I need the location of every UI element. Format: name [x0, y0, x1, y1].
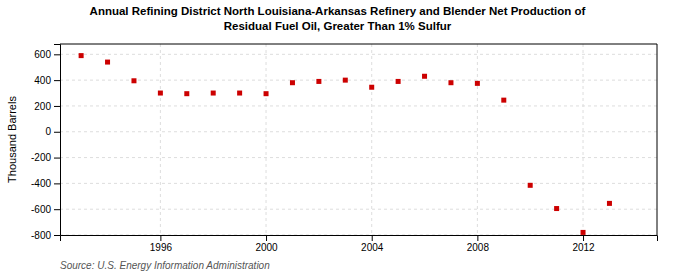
- tick-label: 2004: [361, 242, 384, 253]
- point: [316, 79, 321, 84]
- tick-label: 0: [45, 126, 51, 137]
- point: [211, 91, 216, 96]
- plot: 1996 2000 2004 2008 2012 -800 -600 -400 -200 0 200…: [31, 44, 658, 253]
- point: [475, 81, 480, 86]
- point: [396, 79, 401, 84]
- tick: 2004: [361, 235, 384, 253]
- grid-line: [583, 44, 584, 235]
- tick-mark: [54, 80, 60, 81]
- tick: 2008: [467, 235, 490, 253]
- tick: -200: [31, 152, 60, 163]
- axis-line: [61, 236, 658, 242]
- tick-label: 2008: [467, 242, 490, 253]
- point: [290, 80, 295, 85]
- point: [501, 98, 506, 103]
- subtitle: Residual Fuel Oil, Greater Than 1% Sulfu…: [224, 20, 452, 32]
- tick: 2012: [572, 235, 595, 253]
- grid-line: [160, 44, 161, 235]
- tick: 400: [34, 75, 60, 86]
- point: [581, 230, 586, 235]
- tick-mark: [54, 158, 60, 159]
- title: Annual Refining District North Louisiana…: [90, 5, 586, 17]
- point: [237, 91, 242, 96]
- grid-line: [60, 54, 657, 55]
- tick-mark: [583, 235, 584, 241]
- tick-mark: [54, 183, 60, 184]
- grid-line: [371, 44, 372, 235]
- grid-line: [60, 105, 657, 106]
- tick-mark: [54, 235, 60, 236]
- grid-line: [60, 183, 657, 184]
- tick-mark: [54, 54, 60, 55]
- tick-label: -800: [31, 230, 51, 241]
- tick: -800: [31, 230, 60, 241]
- grid: [60, 44, 657, 235]
- tick: 2000: [255, 235, 278, 253]
- y-axis: -800 -600 -400 -200 0 200 400 600: [31, 45, 61, 241]
- tick-label: 1996: [150, 242, 173, 253]
- tick-mark: [266, 235, 267, 241]
- tick-label: -600: [31, 204, 51, 215]
- chart: Annual Refining District North Louisiana…: [0, 0, 675, 275]
- grid-line: [60, 131, 657, 132]
- point: [448, 80, 453, 85]
- tick-mark: [54, 209, 60, 210]
- point: [343, 78, 348, 83]
- tick-label: 400: [34, 75, 51, 86]
- point: [264, 91, 269, 96]
- point: [422, 74, 427, 79]
- point: [79, 53, 84, 58]
- frame-line: [657, 44, 658, 235]
- grid-line: [266, 44, 267, 235]
- tick-label: 2012: [572, 242, 595, 253]
- tick: 600: [34, 49, 60, 60]
- point: [131, 78, 136, 83]
- grid-line: [60, 209, 657, 210]
- tick-label: -400: [31, 178, 51, 189]
- tick-mark: [477, 235, 478, 241]
- grid-line: [477, 44, 478, 235]
- tick-label: 2000: [255, 242, 278, 253]
- grid-line: [60, 157, 657, 158]
- axis-line: [54, 45, 61, 236]
- tick: -600: [31, 204, 60, 215]
- tick-label: -200: [31, 152, 51, 163]
- tick-label: 200: [34, 101, 51, 112]
- point: [554, 206, 559, 211]
- tick-mark: [372, 235, 373, 241]
- tick: 200: [34, 101, 60, 112]
- tick-label: 600: [34, 49, 51, 60]
- point: [607, 201, 612, 206]
- marks: [79, 53, 612, 235]
- tick: 1996: [150, 235, 173, 253]
- tick-mark: [160, 235, 161, 241]
- point: [184, 91, 189, 96]
- point: [528, 183, 533, 188]
- frame-line: [60, 44, 657, 45]
- y-axis-label: Thousand Barrels: [6, 96, 18, 183]
- point: [105, 60, 110, 65]
- point: [158, 91, 163, 96]
- point: [369, 85, 374, 90]
- tick-mark: [54, 106, 60, 107]
- source: Source: U.S. Energy Information Administ…: [60, 260, 270, 271]
- tick: 0: [45, 126, 60, 137]
- x-axis: 1996 2000 2004 2008 2012: [61, 235, 658, 253]
- grid-line: [60, 80, 657, 81]
- tick: -400: [31, 178, 60, 189]
- tick-mark: [54, 132, 60, 133]
